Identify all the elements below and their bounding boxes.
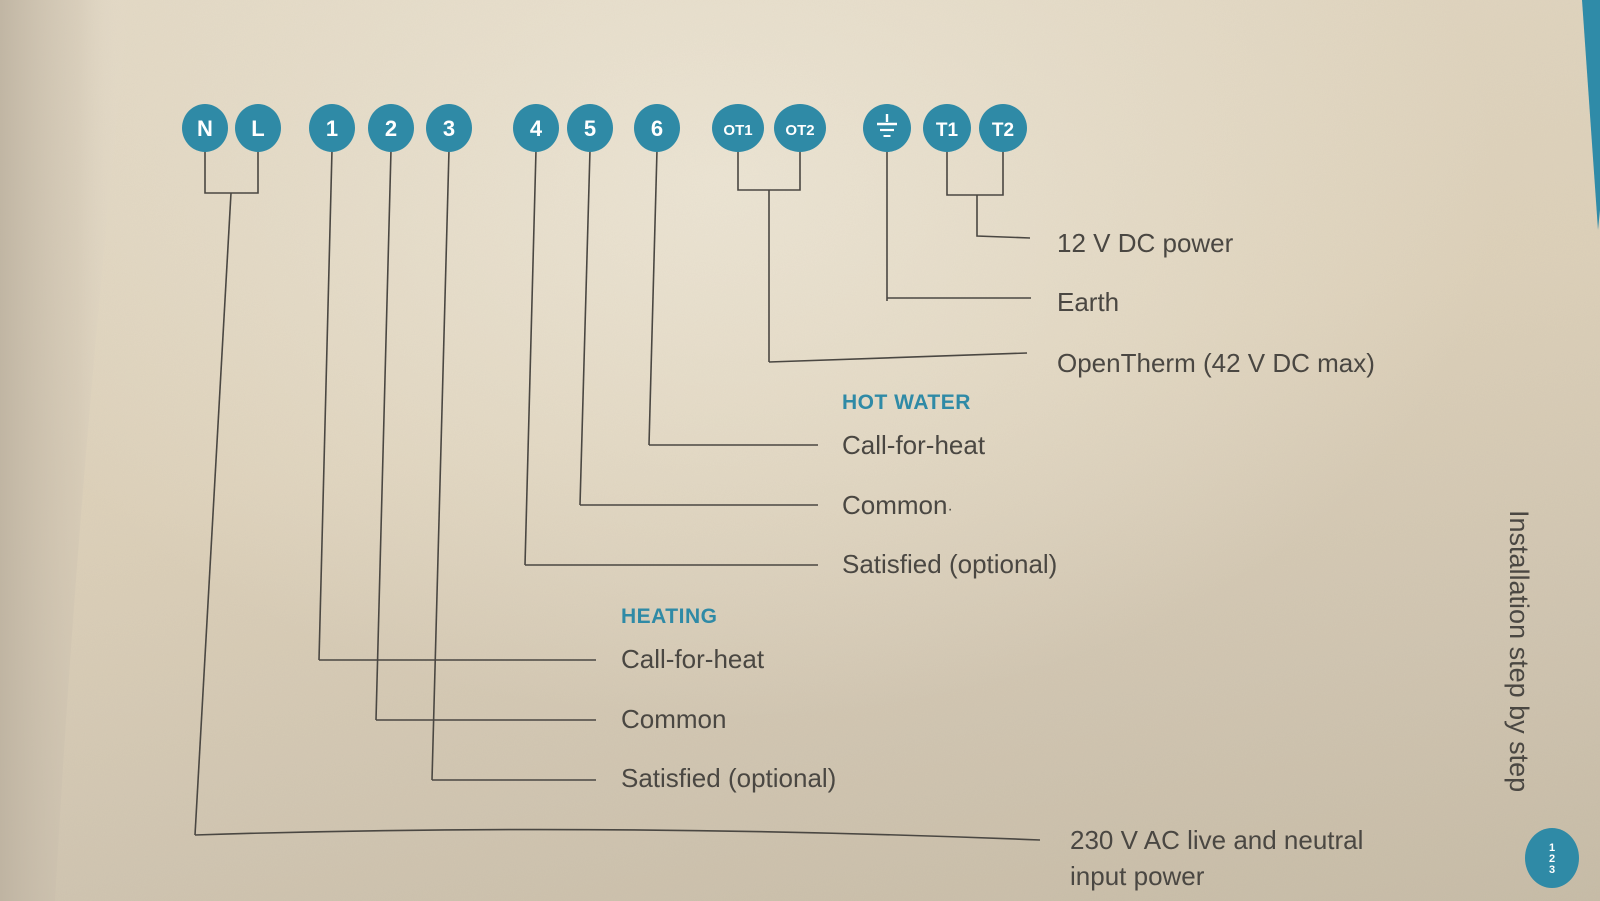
svg-text:4: 4 xyxy=(530,116,543,141)
svg-text:OT1: OT1 xyxy=(723,122,752,139)
svg-text:2: 2 xyxy=(385,116,397,141)
svg-text:5: 5 xyxy=(584,116,596,141)
svg-text:1: 1 xyxy=(326,116,338,141)
svg-text:T2: T2 xyxy=(992,120,1014,141)
svg-text:3: 3 xyxy=(443,116,455,141)
svg-text:N: N xyxy=(197,116,213,141)
svg-text:T1: T1 xyxy=(936,120,959,141)
svg-text:L: L xyxy=(251,116,264,141)
svg-text:3: 3 xyxy=(1549,864,1555,876)
svg-text:OT2: OT2 xyxy=(785,122,814,139)
svg-text:6: 6 xyxy=(651,116,663,141)
